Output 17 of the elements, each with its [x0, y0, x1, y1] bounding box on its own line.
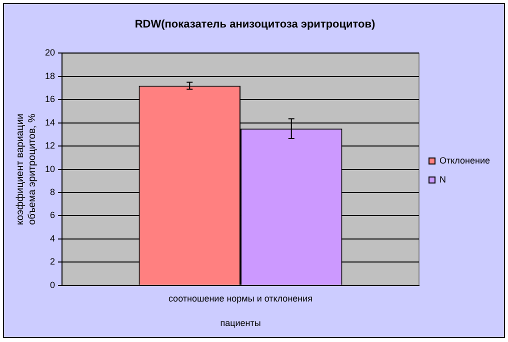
y-tick-label: 14: [44, 117, 56, 128]
x-tick-label: соотношение нормы и отклонения: [168, 293, 313, 304]
y-tick-label: 18: [44, 70, 56, 81]
y-tick-label: 20: [44, 48, 56, 58]
legend-label: Отклонение: [440, 155, 490, 166]
y-tick-label: 2: [50, 256, 56, 267]
y-tick-label: 6: [50, 210, 56, 220]
x-axis-title: пациенты: [220, 318, 261, 328]
y-tick-label: 4: [50, 233, 56, 244]
y-tick-label: 16: [44, 94, 56, 104]
y-axis-title: коэффициент вариации объема эритроцитов, %: [14, 114, 38, 225]
y-tick-label: 0: [50, 280, 56, 290]
legend-label: N: [440, 174, 446, 184]
chart-title: RDW(показатель анизоцитоза эритроцитов): [134, 18, 376, 31]
y-tick-label: 12: [44, 140, 56, 151]
y-tick-label: 10: [44, 164, 56, 174]
y-tick-label: 8: [50, 187, 56, 198]
